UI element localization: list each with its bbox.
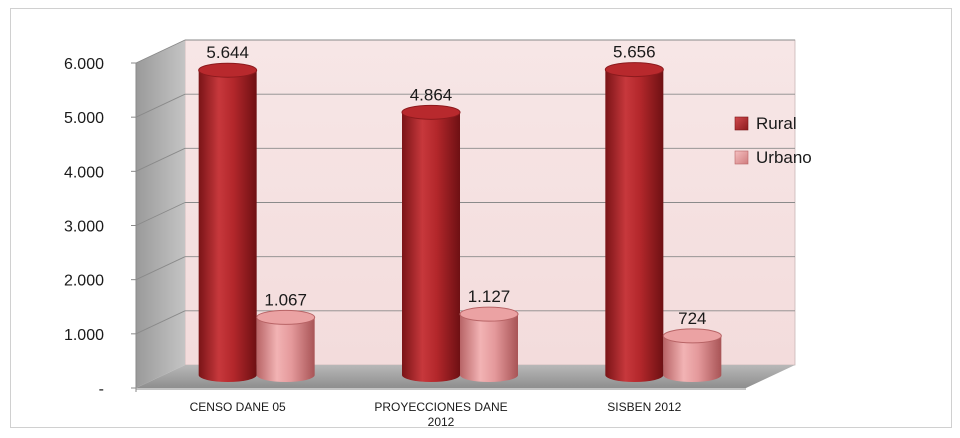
data-label: 1.127 [468,287,511,306]
bar-rural-2 [604,62,664,383]
category-labels: CENSO DANE 05 PROYECCIONES DANE 2012 SISBEN… [190,400,682,429]
bar-top [198,62,258,78]
legend-label-rural: Rural [756,114,797,133]
bar-body [460,314,518,382]
data-label: 1.067 [264,290,307,309]
bar-top [459,306,519,322]
y-axis-ticks: - 1.000 2.000 3.000 4.000 5.000 6.000 [64,56,136,398]
data-labels: 5.644 1.067 4.864 1.127 5.656 724 [206,43,706,328]
y-tick-label: 4.000 [64,164,104,181]
bar-body [198,70,257,382]
y-tick-label: 6.000 [64,56,104,73]
bar-urbano-2 [662,328,722,382]
data-label: 5.644 [206,43,249,62]
gridline-side-5 [135,93,186,118]
category-label: PROYECCIONES DANE 2012 [374,400,507,429]
category-label: CENSO DANE 05 [190,400,286,414]
bar-rural-1 [401,104,461,383]
y-tick-label: 2.000 [64,273,104,290]
data-label: 724 [678,309,706,328]
bar-top [604,62,664,78]
data-label: 4.864 [410,85,453,104]
y-tick-label: 1.000 [64,327,104,344]
bar-body [256,317,315,382]
y-tick-label: - [99,381,104,398]
legend-swatch-rural [734,116,749,131]
bar-top [662,328,722,344]
bar-top [256,309,316,325]
legend-label-urbano: Urbano [756,148,812,167]
gridline-side-4 [135,147,186,172]
category-label: SISBEN 2012 [607,400,681,414]
bar-urbano-0 [256,309,316,382]
bars [198,62,722,383]
bar-body [663,335,722,382]
bar-body [605,69,664,383]
y-tick-label: 3.000 [64,219,104,236]
data-label: 5.656 [613,43,656,62]
gridline-side-6 [135,39,186,64]
y-tick-label: 5.000 [64,110,104,127]
bar-body [402,112,460,383]
bar-urbano-1 [459,306,519,382]
gridline-side-1 [135,310,186,335]
gridline-side-3 [135,202,186,226]
gridline-side-2 [135,256,186,281]
bar-top [401,104,461,120]
legend: Rural Urbano [734,114,812,167]
legend-swatch-urbano [734,150,749,165]
bar-rural-0 [198,62,258,382]
